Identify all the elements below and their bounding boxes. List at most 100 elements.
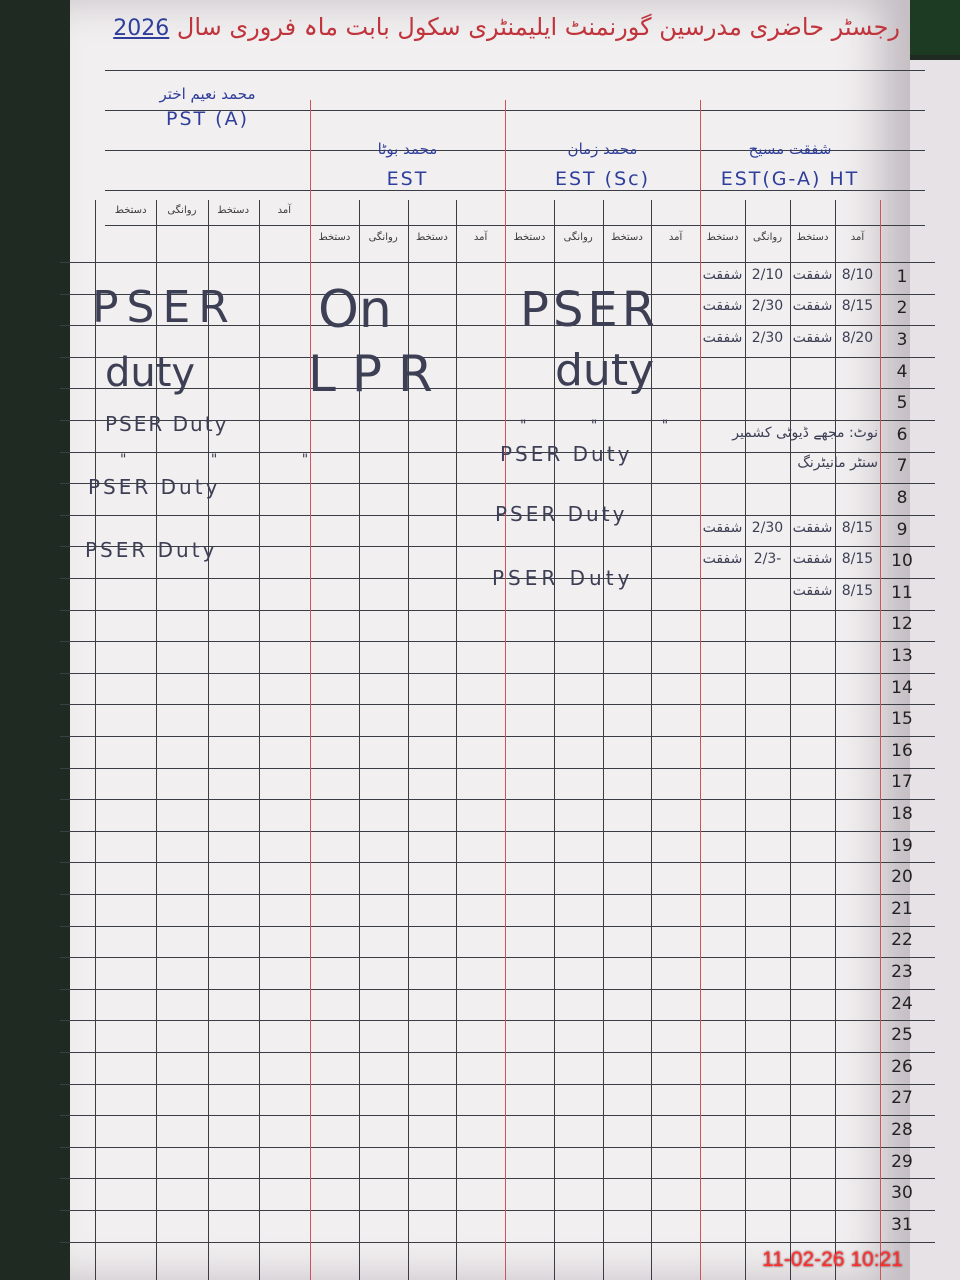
row-line [60, 799, 935, 801]
note-line: سنٹر مانیٹرنگ [797, 455, 878, 471]
entry-sign-in: شفقت [792, 329, 833, 346]
entry-departure: 2/30 [751, 298, 784, 315]
teacher4-duty-big: duty [105, 350, 196, 396]
day-number: 16 [891, 740, 913, 761]
teacher2-row-note: PSER Duty [495, 502, 628, 526]
row-line [60, 736, 935, 737]
ruled-line [105, 190, 925, 191]
entry-arrival: 8/15 [841, 551, 874, 568]
teacher-divider [505, 100, 506, 1280]
subcolumn-header: دستخط [217, 205, 250, 216]
row-line [60, 514, 935, 516]
column-line [790, 200, 791, 1280]
entry-sign-in: شفقت [792, 551, 833, 568]
row-line [60, 262, 935, 263]
day-number: 31 [891, 1214, 913, 1235]
day-number: 29 [891, 1151, 913, 1172]
day-number: 12 [891, 614, 913, 635]
teacher4-row-note: PSER Duty [85, 538, 218, 562]
day-number: 24 [891, 993, 913, 1014]
title-text: رجسٹر حاضری مدرسین گورنمنٹ ایلیمنٹری سکو… [176, 13, 900, 41]
teacher-designation: EST(G-A) HT [720, 168, 860, 190]
ruled-line [105, 110, 925, 111]
day-number: 5 [896, 393, 908, 414]
day-number: 9 [896, 519, 908, 540]
entry-sign-in: شفقت [792, 582, 833, 599]
subcolumn-header: آمد [668, 232, 683, 243]
row-line [60, 1083, 935, 1085]
day-number: 21 [891, 898, 913, 919]
row-line [60, 1115, 935, 1117]
row-line [60, 957, 935, 959]
row-line [60, 1210, 935, 1211]
column-line [602, 200, 604, 1280]
row-line [60, 356, 935, 358]
entry-sign-out: شفقت [702, 519, 743, 536]
row-line [60, 988, 935, 990]
day-number: 18 [891, 803, 913, 824]
entry-sign-out: شفقت [702, 266, 743, 283]
column-line [358, 200, 360, 1280]
entry-sign-in: شفقت [792, 519, 833, 536]
column-line [835, 200, 836, 1280]
day-number: 30 [891, 1183, 913, 1204]
subcolumn-header: روانگی [752, 232, 783, 243]
column-line [651, 200, 653, 1280]
subcolumn-header: روانگی [368, 232, 398, 243]
photo-timestamp: 11-02-26 10:21 [762, 1248, 903, 1271]
teacher2-duty-big: duty [555, 345, 655, 396]
row-line [60, 1052, 935, 1053]
teacher-divider [310, 100, 311, 1280]
entry-arrival: 8/15 [841, 582, 874, 599]
teacher-designation: EST (Sc) [554, 168, 651, 190]
day-number: 13 [891, 645, 913, 666]
entry-departure: 2/30 [751, 519, 784, 536]
teacher-designation: EST [386, 168, 429, 190]
entry-sign-in: شفقت [792, 298, 833, 315]
day-column-divider [880, 200, 881, 1280]
teacher-divider [700, 100, 701, 1280]
row-line [60, 1020, 935, 1022]
ruled-line [105, 70, 925, 71]
entry-arrival: 8/15 [841, 298, 874, 315]
subcolumn-header: دستخط [114, 205, 147, 216]
register-page [70, 0, 910, 1280]
ruled-line [105, 150, 925, 151]
teacher4-row-note: PSER Duty [88, 475, 221, 499]
entry-arrival: 8/15 [841, 519, 874, 536]
entry-arrival: 8/10 [841, 266, 874, 283]
teacher-name: محمد نعیم اختر [159, 85, 256, 103]
day-number: 6 [896, 424, 908, 445]
day-number: 2 [896, 298, 908, 319]
day-number: 23 [891, 961, 913, 982]
column-line [745, 200, 746, 1280]
row-line [60, 672, 935, 674]
row-line [60, 388, 935, 390]
teacher2-row-note: PSER Duty [500, 442, 633, 466]
teacher-name: محمد زمان [567, 140, 638, 158]
column-line [156, 200, 158, 1280]
teacher3-on-big: On [318, 280, 392, 340]
day-number: 28 [891, 1119, 913, 1140]
subcolumn-header: آمد [850, 232, 865, 243]
entry-departure: 2/3- [753, 551, 782, 568]
subcolumn-header: روانگی [167, 205, 197, 216]
row-line [60, 862, 935, 864]
ditto-marks: " " " [520, 418, 699, 434]
subcolumn-header: دستخط [706, 232, 739, 243]
entry-sign-in: شفقت [792, 266, 833, 283]
subcolumn-header: دستخط [415, 232, 448, 243]
column-line [456, 200, 458, 1280]
teacher4-row-note: PSER Duty [105, 412, 229, 436]
day-number: 22 [891, 930, 913, 951]
day-number: 8 [896, 487, 908, 508]
teacher-name: محمد بوٹا [377, 140, 438, 158]
teacher4-pser-big: PSER [92, 282, 237, 333]
subcolumn-header: دستخط [318, 232, 351, 243]
day-number: 20 [891, 867, 913, 888]
day-number: 15 [891, 709, 913, 730]
note-line: نوٹ: مجھے ڈیوٹی کشمیر [732, 425, 878, 441]
teacher-designation: PST (A) [166, 108, 249, 130]
row-line [60, 578, 935, 579]
day-number: 11 [891, 582, 913, 603]
